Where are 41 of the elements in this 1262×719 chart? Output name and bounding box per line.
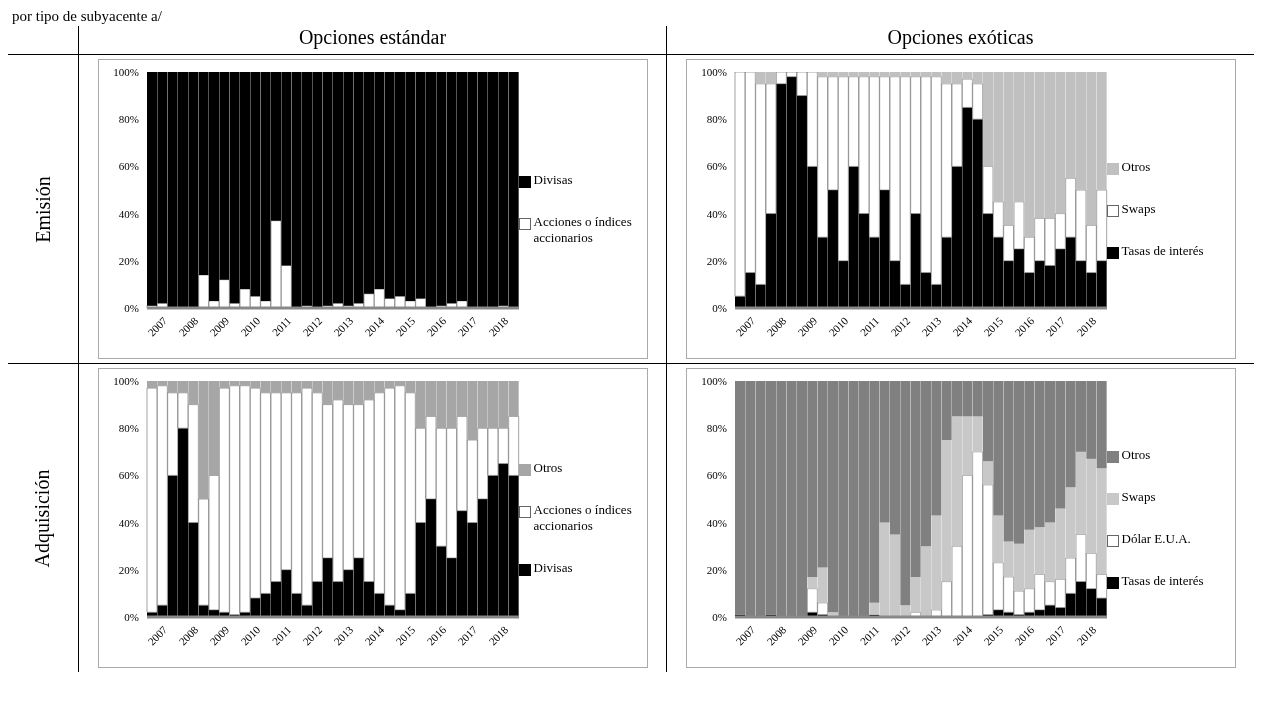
y-tick-label: 0% xyxy=(711,610,727,623)
y-tick-label: 0% xyxy=(123,610,139,623)
legend-label: Otros xyxy=(533,460,563,476)
chart-title: Opciones estándar xyxy=(79,26,667,54)
y-tick-label: 0% xyxy=(711,301,727,314)
y-tick-label: 40% xyxy=(118,207,139,220)
y-tick-label: 20% xyxy=(706,254,727,267)
text: por tipo de subyacente a/ xyxy=(12,8,163,26)
legend-label: Tasas de interés xyxy=(1121,243,1204,259)
y-tick-label: 100% xyxy=(700,65,727,78)
legend-label: Otros xyxy=(1121,159,1151,175)
legend-label: Swaps xyxy=(1121,489,1156,505)
legend-label: Acciones o índices accionarios xyxy=(533,214,633,246)
y-tick-label: 80% xyxy=(706,422,727,435)
legend-label: Swaps xyxy=(1121,201,1156,217)
y-tick-label: 80% xyxy=(118,113,139,126)
y-tick-label: 20% xyxy=(706,563,727,576)
y-tick-label: 40% xyxy=(118,516,139,529)
y-tick-label: 40% xyxy=(706,516,727,529)
legend-label: Acciones o índices accionarios xyxy=(533,502,633,534)
chart-title: Opciones exóticas xyxy=(886,26,1035,51)
y-tick-label: 100% xyxy=(112,374,139,387)
y-tick-label: 80% xyxy=(118,422,139,435)
y-tick-label: 100% xyxy=(112,65,139,78)
y-tick-label: 20% xyxy=(118,563,139,576)
legend-label: Otros xyxy=(1121,447,1151,463)
y-tick-label: 60% xyxy=(118,160,139,173)
y-axis-title: Emisión xyxy=(31,175,55,243)
y-tick-label: 60% xyxy=(706,160,727,173)
y-tick-label: 60% xyxy=(118,469,139,482)
y-tick-label: 40% xyxy=(706,207,727,220)
y-axis-title: Adquisición xyxy=(31,469,55,567)
y-tick-label: 0% xyxy=(123,301,139,314)
y-tick-label: 80% xyxy=(706,113,727,126)
y-tick-label: 60% xyxy=(706,469,727,482)
y-tick-label: 20% xyxy=(118,254,139,267)
legend-label: Tasas de interés xyxy=(1121,573,1204,589)
y-tick-label: 100% xyxy=(700,374,727,387)
legend-label: Divisas xyxy=(533,560,573,576)
legend-label: Divisas xyxy=(533,172,573,188)
legend-label: Dólar E.U.A. xyxy=(1121,531,1191,547)
